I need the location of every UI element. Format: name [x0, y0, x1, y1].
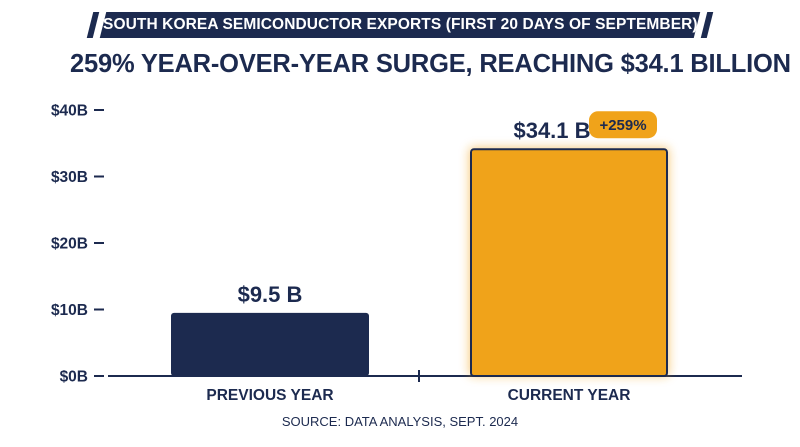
x-category-label: CURRENT YEAR: [508, 387, 631, 404]
y-tick-label: $30B: [51, 169, 88, 186]
y-tick-label: $20B: [51, 236, 88, 253]
x-category-label: PREVIOUS YEAR: [206, 387, 333, 404]
growth-badge: [589, 111, 657, 139]
y-tick-label: $40B: [51, 103, 88, 120]
y-tick-label: $0B: [60, 369, 88, 386]
source-note: SOURCE: DATA ANALYSIS, SEPT. 2024: [281, 414, 519, 429]
subtitle-row: 259% YEAR-OVER-YEAR SURGE, REACHING $34.…: [62, 48, 791, 80]
bar-current-year: [470, 148, 668, 377]
bar-value-label: $9.5 B: [238, 282, 303, 307]
chart-subtitle: 259% YEAR-OVER-YEAR SURGE, REACHING $34.…: [70, 49, 791, 78]
bar-previous-year: [171, 312, 369, 376]
bar-value-label: $34.1 B: [513, 118, 590, 143]
growth-badge-label: +259%: [599, 117, 646, 134]
y-tick-label: $10B: [51, 302, 88, 319]
